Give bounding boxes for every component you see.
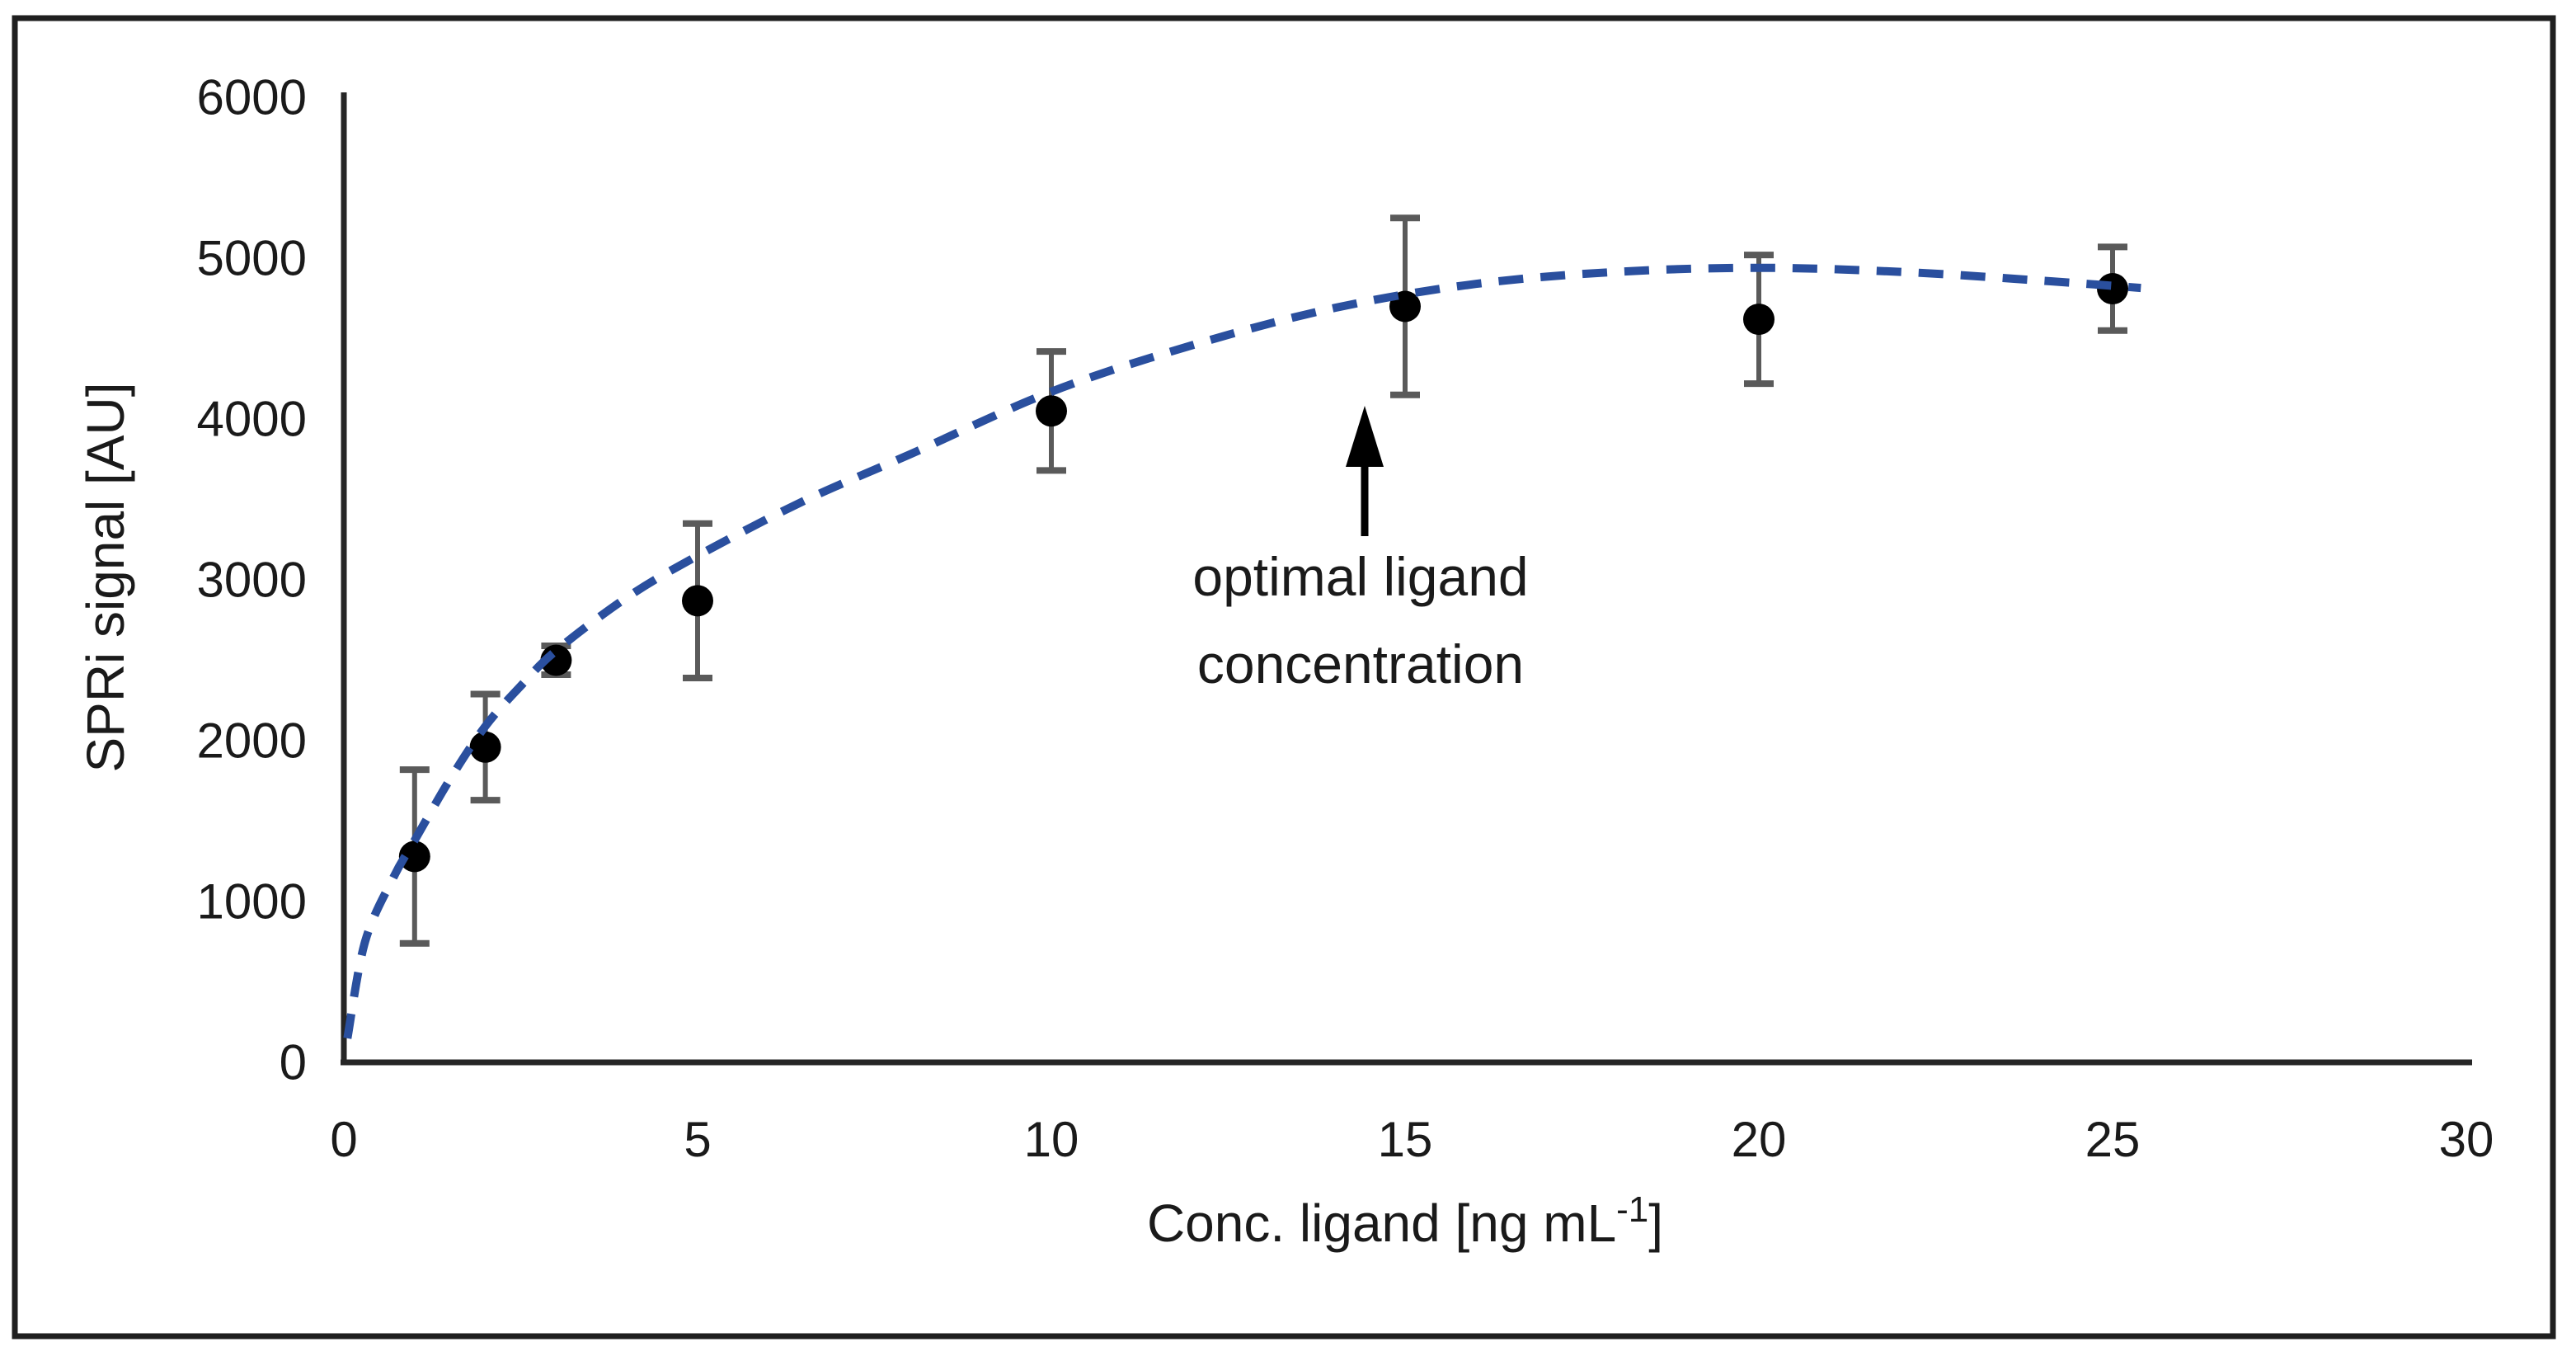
x-tick-label: 15 <box>1378 1112 1433 1167</box>
data-point-markers <box>398 273 2128 873</box>
data-point <box>682 585 713 617</box>
annotation-group: optimal ligand concentration <box>1192 406 1529 694</box>
x-tick-label: 5 <box>684 1112 711 1167</box>
annotation-line1: optimal ligand <box>1192 546 1528 607</box>
y-tick-label: 2000 <box>197 713 307 769</box>
y-tick-label: 5000 <box>197 231 307 286</box>
x-axis-tick-labels: 0 5 10 15 20 25 30 <box>330 1112 2494 1167</box>
y-axis-tick-labels: 0 1000 2000 3000 4000 5000 6000 <box>197 70 307 1090</box>
data-point <box>1743 304 1775 336</box>
x-tick-label: 20 <box>1732 1112 1787 1167</box>
x-axis-title-superscript: -1 <box>1616 1189 1648 1230</box>
x-tick-label: 0 <box>330 1112 357 1167</box>
data-point <box>469 731 501 763</box>
annotation-arrowhead <box>1346 406 1384 467</box>
y-tick-label: 3000 <box>197 553 307 608</box>
data-point <box>2097 273 2128 305</box>
y-axis-title: SPRi signal [AU] <box>76 382 135 772</box>
x-tick-label: 10 <box>1024 1112 1079 1167</box>
x-axis-title-suffix: ] <box>1648 1194 1663 1253</box>
annotation-line2: concentration <box>1197 633 1524 694</box>
y-tick-label: 6000 <box>197 70 307 125</box>
y-tick-label: 4000 <box>197 392 307 447</box>
y-tick-label: 0 <box>280 1035 307 1090</box>
x-axis-title: Conc. ligand [ng mL-1] <box>1147 1189 1663 1253</box>
data-point <box>398 840 430 873</box>
x-tick-label: 25 <box>2085 1112 2141 1167</box>
data-point <box>1036 395 1067 427</box>
figure-border <box>12 15 2556 1340</box>
y-tick-label: 1000 <box>197 874 307 930</box>
trendline-dashed-curve <box>343 263 2141 1039</box>
x-tick-label: 30 <box>2439 1112 2494 1167</box>
